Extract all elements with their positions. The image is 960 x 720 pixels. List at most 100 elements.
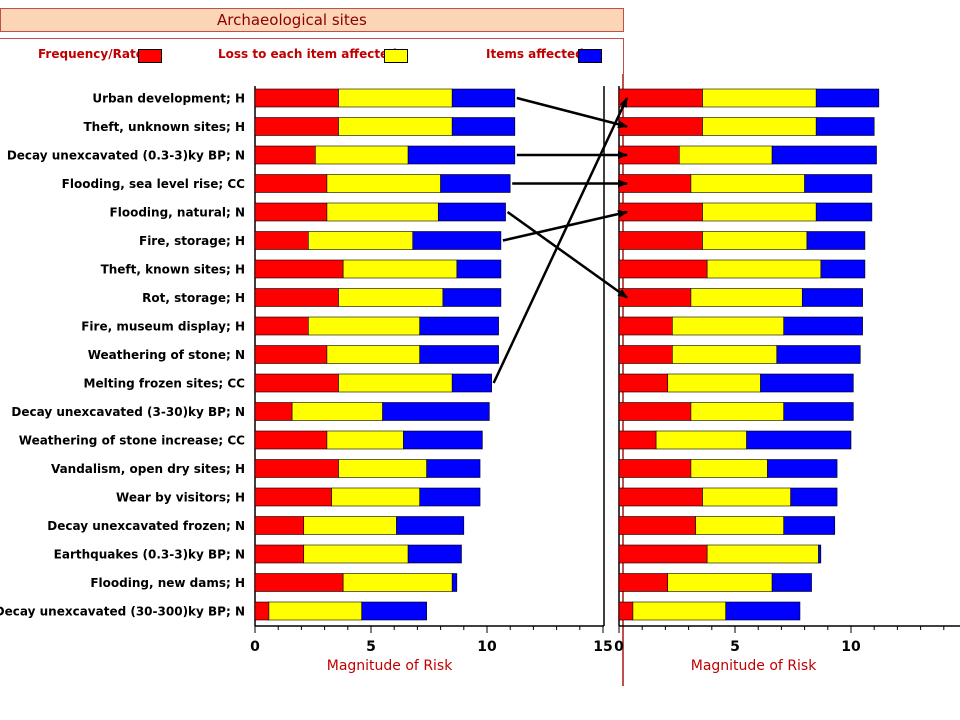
bar-segment-frequency bbox=[618, 516, 696, 535]
bar-segment-items bbox=[771, 145, 877, 165]
bar-segment-frequency bbox=[618, 288, 692, 307]
bar-segment-items bbox=[760, 373, 854, 393]
bar-segment-loss bbox=[706, 544, 819, 564]
bar-segment-loss bbox=[342, 573, 453, 592]
bar-segment-items bbox=[426, 459, 481, 478]
bar-segment-items bbox=[783, 516, 836, 535]
bar-segment-frequency bbox=[618, 402, 692, 421]
bar-segment-items bbox=[382, 402, 490, 421]
bar-segment-frequency bbox=[254, 373, 339, 393]
bar-segment-items bbox=[407, 544, 462, 564]
bar-segment-items bbox=[815, 117, 875, 136]
bar-segment-loss bbox=[702, 88, 817, 108]
bar-segment-items bbox=[783, 402, 854, 421]
bar-segment-loss bbox=[303, 544, 409, 564]
category-label: Decay unexcavated (3-30)ky BP; N bbox=[11, 405, 245, 419]
bar-segment-loss bbox=[308, 231, 414, 250]
bar-segment-items bbox=[790, 487, 838, 507]
bar-segment-frequency bbox=[254, 202, 328, 222]
chart-panel-2: 0 5 10 Magnitude of Risk bbox=[614, 86, 960, 674]
bar-segment-frequency bbox=[254, 544, 305, 564]
bar-segment-items bbox=[801, 288, 863, 307]
bar-segment-frequency bbox=[254, 516, 305, 535]
x-tick-label: 15 bbox=[593, 639, 612, 655]
bar-segment-items bbox=[804, 174, 873, 193]
bar-segment-loss bbox=[315, 145, 409, 165]
category-label: Theft, known sites; H bbox=[101, 263, 245, 277]
bar-segment-loss bbox=[690, 402, 785, 421]
bar-segment-frequency bbox=[618, 174, 692, 193]
bar-segment-loss bbox=[690, 288, 803, 307]
bar-segment-frequency bbox=[618, 544, 708, 564]
x-tick-label: 10 bbox=[841, 639, 861, 655]
category-label: Decay unexcavated (30-300)ky BP; N bbox=[0, 605, 245, 619]
bar-segment-loss bbox=[706, 259, 822, 279]
bar-segment-frequency bbox=[618, 373, 669, 393]
category-label: Flooding, natural; N bbox=[110, 206, 245, 220]
bar-segment-loss bbox=[695, 516, 785, 535]
x-tick-label: 5 bbox=[730, 639, 740, 655]
bar-segment-frequency bbox=[618, 231, 703, 250]
bar-segment-frequency bbox=[254, 288, 339, 307]
bar-segment-loss bbox=[338, 288, 444, 307]
bar-segment-frequency bbox=[618, 88, 703, 108]
bar-segment-loss bbox=[338, 117, 453, 136]
x-axis-label: Magnitude of Risk bbox=[327, 658, 453, 674]
x-tick-label: 5 bbox=[366, 639, 376, 655]
bar-segment-items bbox=[451, 88, 516, 108]
legend-label-items: Items affected bbox=[486, 47, 584, 61]
bar-segment-items bbox=[419, 345, 499, 364]
legend-swatch-loss bbox=[384, 49, 408, 63]
bar-segment-items bbox=[725, 601, 801, 621]
bar-segment-loss bbox=[291, 402, 383, 421]
legend-swatch-items bbox=[578, 49, 602, 63]
bar-segment-items bbox=[818, 544, 822, 564]
bar-segment-items bbox=[815, 202, 873, 222]
bar-segment-loss bbox=[672, 345, 778, 364]
category-label: Flooding, sea level rise; CC bbox=[62, 177, 246, 191]
bar-segment-loss bbox=[326, 430, 404, 450]
bar-segment-items bbox=[442, 288, 502, 307]
rank-change-arrow bbox=[516, 96, 628, 129]
bar-segment-items bbox=[767, 459, 838, 478]
bar-segment-items bbox=[776, 345, 861, 364]
bar-segment-loss bbox=[338, 373, 453, 393]
bar-segment-loss bbox=[690, 459, 768, 478]
bar-segment-loss bbox=[679, 145, 773, 165]
category-label: Melting frozen sites; CC bbox=[84, 377, 246, 391]
bar-segment-frequency bbox=[254, 174, 328, 193]
category-label: Flooding, new dams; H bbox=[90, 576, 245, 590]
category-label: Wear by visitors; H bbox=[116, 491, 245, 505]
chart-panel-1: 0 5 10 15 Magnitude of Risk Urban development… bbox=[0, 86, 613, 674]
chart-title: Archaeological sites bbox=[217, 11, 367, 29]
category-label: Urban development; H bbox=[92, 92, 245, 106]
bar-segment-frequency bbox=[254, 345, 328, 364]
legend-label-loss: Loss to each item affected bbox=[218, 47, 397, 61]
bar-segment-loss bbox=[655, 430, 747, 450]
category-label: Fire, museum display; H bbox=[81, 320, 245, 334]
bar-segment-frequency bbox=[618, 259, 708, 279]
bar-segment-loss bbox=[702, 487, 791, 507]
bar-segment-frequency bbox=[254, 402, 293, 421]
bar-segment-loss bbox=[667, 373, 761, 393]
bar-segment-loss bbox=[672, 316, 785, 336]
bar-segment-items bbox=[407, 145, 516, 165]
bar-segment-items bbox=[437, 202, 506, 222]
category-label: Earthquakes (0.3-3)ky BP; N bbox=[54, 548, 245, 562]
bar-segment-items bbox=[403, 430, 483, 450]
rank-change-arrow bbox=[492, 97, 629, 384]
bar-segment-frequency bbox=[254, 430, 328, 450]
chart-title-bar: Archaeological sites bbox=[0, 8, 624, 32]
bar-segment-frequency bbox=[618, 345, 673, 364]
x-axis-label: Magnitude of Risk bbox=[691, 658, 817, 674]
bar-segment-frequency bbox=[254, 459, 339, 478]
bar-segment-frequency bbox=[618, 573, 669, 592]
bar-segment-items bbox=[456, 259, 502, 279]
bar-segment-loss bbox=[338, 88, 453, 108]
rank-change-arrow bbox=[506, 210, 628, 299]
bar-segment-frequency bbox=[254, 88, 339, 108]
x-tick-label: 0 bbox=[250, 639, 260, 655]
category-label: Weathering of stone; N bbox=[88, 348, 245, 362]
bar-segment-loss bbox=[690, 174, 805, 193]
rank-change-arrow bbox=[502, 210, 628, 242]
